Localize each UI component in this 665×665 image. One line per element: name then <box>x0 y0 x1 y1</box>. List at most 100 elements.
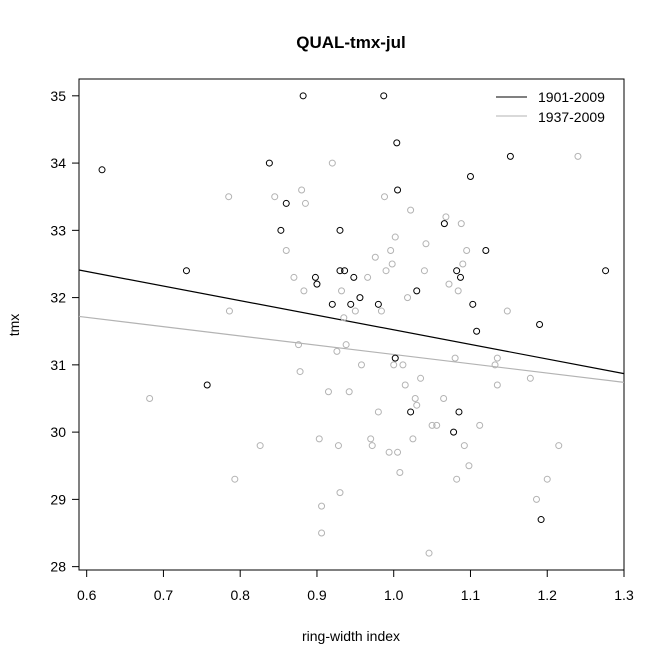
y-tick-label: 34 <box>50 155 66 171</box>
point-1901-2009 <box>182 267 190 275</box>
point-1901-2009 <box>311 273 319 281</box>
y-tick-label: 30 <box>50 424 66 440</box>
point-1937-2009 <box>357 361 365 369</box>
point-1937-2009 <box>340 314 348 322</box>
x-axis-label: ring-width index <box>302 628 400 644</box>
point-1937-2009 <box>442 213 450 221</box>
point-1937-2009 <box>351 307 359 315</box>
point-1937-2009 <box>290 273 298 281</box>
x-tick-label: 1.1 <box>461 587 481 603</box>
point-1901-2009 <box>277 226 285 234</box>
legend-label-1901-2009: 1901-2009 <box>538 89 605 105</box>
fit-line-1937-2009 <box>78 315 625 383</box>
point-1937-2009 <box>532 495 540 503</box>
y-axis-label: tmx <box>6 314 22 337</box>
point-1901-2009 <box>407 408 415 416</box>
point-1937-2009 <box>367 435 375 443</box>
point-1937-2009 <box>146 394 154 402</box>
regression-lines <box>78 269 625 383</box>
point-1937-2009 <box>394 448 402 456</box>
point-1937-2009 <box>371 253 379 261</box>
point-1937-2009 <box>301 199 309 207</box>
point-1901-2009 <box>347 300 355 308</box>
point-1901-2009 <box>602 267 610 275</box>
point-1901-2009 <box>203 381 211 389</box>
point-1937-2009 <box>391 233 399 241</box>
point-1937-2009 <box>463 247 471 255</box>
x-tick-label: 0.7 <box>154 587 174 603</box>
y-tick-label: 29 <box>50 491 66 507</box>
y-tick-label: 33 <box>50 222 66 238</box>
point-1937-2009 <box>282 247 290 255</box>
point-1937-2009 <box>413 401 421 409</box>
point-1937-2009 <box>454 287 462 295</box>
point-1937-2009 <box>526 374 534 382</box>
legend: 1901-2009 1937-2009 <box>496 89 605 125</box>
x-tick-label: 0.6 <box>77 587 97 603</box>
point-1901-2009 <box>299 92 307 100</box>
point-1937-2009 <box>374 408 382 416</box>
point-1937-2009 <box>231 475 239 483</box>
data-points <box>98 92 610 557</box>
point-1901-2009 <box>440 220 448 228</box>
point-1901-2009 <box>469 300 477 308</box>
point-1937-2009 <box>385 448 393 456</box>
point-1937-2009 <box>453 475 461 483</box>
point-1937-2009 <box>333 347 341 355</box>
point-1937-2009 <box>445 280 453 288</box>
point-1937-2009 <box>428 421 436 429</box>
point-1937-2009 <box>422 240 430 248</box>
point-1901-2009 <box>336 226 344 234</box>
point-1937-2009 <box>460 442 468 450</box>
point-1937-2009 <box>387 247 395 255</box>
y-tick-label: 35 <box>50 88 66 104</box>
point-1901-2009 <box>328 300 336 308</box>
y-tick-label: 32 <box>50 290 66 306</box>
point-1937-2009 <box>315 435 323 443</box>
point-1937-2009 <box>345 388 353 396</box>
point-1901-2009 <box>374 300 382 308</box>
point-1937-2009 <box>465 462 473 470</box>
x-tick-label: 0.8 <box>230 587 250 603</box>
point-1937-2009 <box>574 152 582 160</box>
point-1937-2009 <box>368 442 376 450</box>
point-1937-2009 <box>425 549 433 557</box>
point-1901-2009 <box>453 267 461 275</box>
point-1937-2009 <box>459 260 467 268</box>
point-1937-2009 <box>296 368 304 376</box>
point-1937-2009 <box>503 307 511 315</box>
point-1901-2009 <box>380 92 388 100</box>
plot-frame <box>78 78 625 571</box>
point-1937-2009 <box>493 354 501 362</box>
point-1937-2009 <box>493 381 501 389</box>
point-1937-2009 <box>225 193 233 201</box>
point-1937-2009 <box>555 442 563 450</box>
y-axis: 28 29 30 31 32 33 34 35 <box>50 88 79 575</box>
x-tick-label: 1.2 <box>538 587 558 603</box>
point-1901-2009 <box>313 280 321 288</box>
point-1937-2009 <box>225 307 233 315</box>
point-1901-2009 <box>393 139 401 147</box>
point-1901-2009 <box>536 321 544 328</box>
point-1937-2009 <box>336 489 344 497</box>
point-1937-2009 <box>409 435 417 443</box>
point-1901-2009 <box>394 186 402 194</box>
point-1937-2009 <box>388 260 396 268</box>
point-1901-2009 <box>457 273 464 281</box>
chart-title: QUAL-tmx-jul <box>296 33 406 52</box>
point-1937-2009 <box>433 421 441 429</box>
point-1937-2009 <box>491 361 499 369</box>
point-1901-2009 <box>98 166 106 174</box>
point-1937-2009 <box>420 267 428 275</box>
point-1937-2009 <box>543 475 551 483</box>
point-1937-2009 <box>451 354 459 362</box>
y-tick-label: 31 <box>50 357 66 373</box>
fit-line-1901-2009 <box>78 269 625 375</box>
point-1937-2009 <box>457 220 465 228</box>
point-1901-2009 <box>336 267 344 275</box>
point-1901-2009 <box>356 294 364 302</box>
point-1937-2009 <box>364 273 372 281</box>
point-1901-2009 <box>450 428 458 436</box>
point-1937-2009 <box>271 193 279 201</box>
point-1901-2009 <box>473 327 481 335</box>
